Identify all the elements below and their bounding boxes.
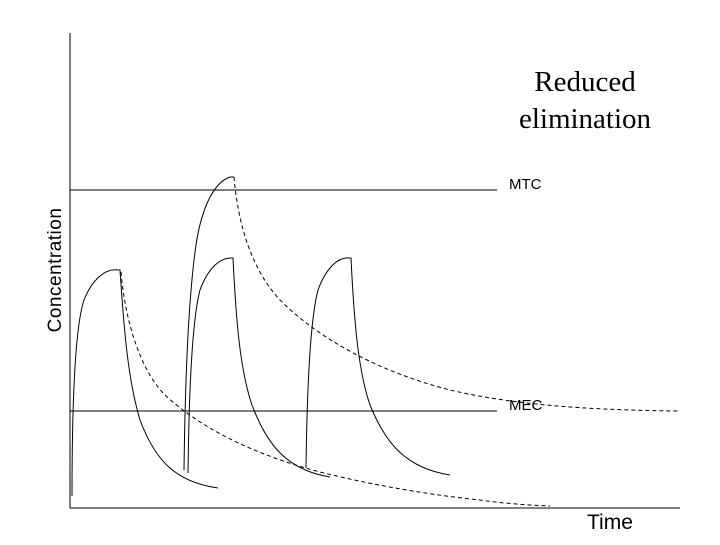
mtc-label: MTC <box>509 176 542 193</box>
reduced-dose-2-curve-rise <box>183 176 234 471</box>
x-axis-label: Time <box>587 511 633 534</box>
normal-dose-1-curve <box>71 269 219 497</box>
reduced-dose-2-curve-decay <box>233 176 681 412</box>
normal-dose-2-curve <box>187 257 331 478</box>
mec-label: MEC <box>509 397 543 414</box>
normal-dose-3-curve <box>305 257 451 476</box>
reduced-dose-1-curve <box>120 271 551 507</box>
y-axis-label: Concentration <box>45 207 66 333</box>
diagram-title: Reduced elimination <box>518 66 652 135</box>
